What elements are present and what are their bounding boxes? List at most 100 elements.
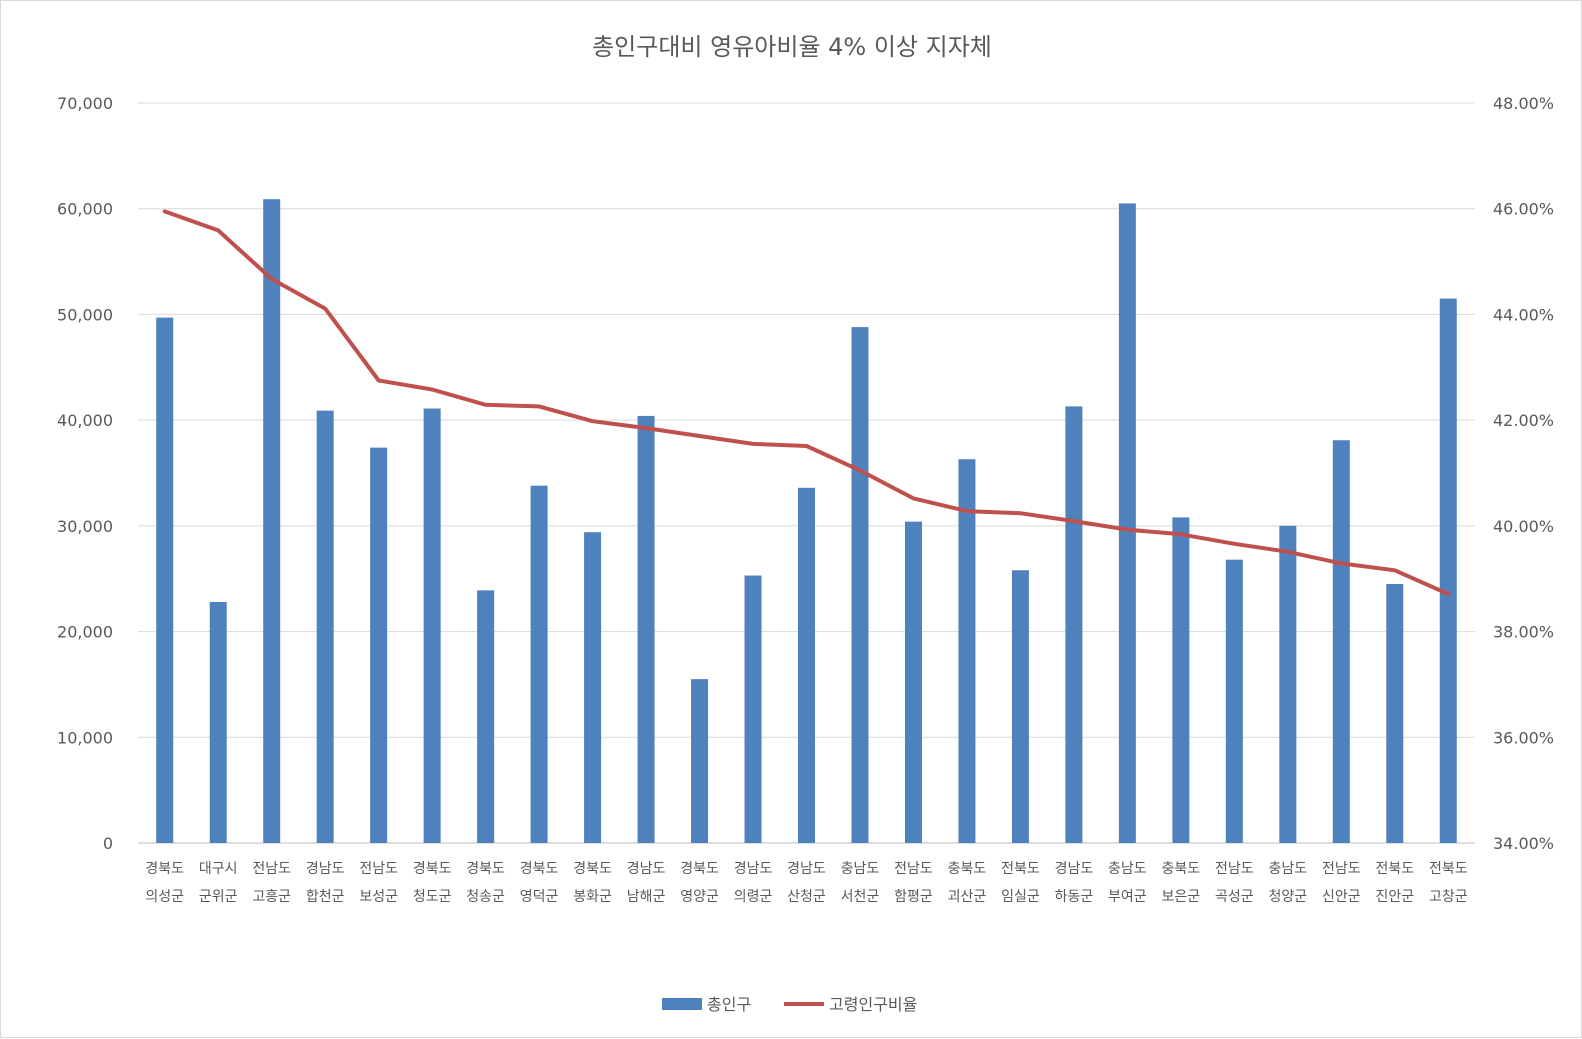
bar xyxy=(691,679,709,843)
category-label-line1: 충남도 xyxy=(1108,861,1147,877)
right-tick-label: 46.00% xyxy=(1493,200,1554,219)
bar xyxy=(156,317,174,844)
bar xyxy=(263,199,281,843)
bar xyxy=(744,575,762,843)
legend-label-bar: 총인구 xyxy=(707,995,751,1014)
left-tick-label: 40,000 xyxy=(57,411,113,430)
right-tick-label: 44.00% xyxy=(1493,305,1554,324)
category-label-line1: 경남도 xyxy=(734,861,773,877)
category-label-line2: 의성군 xyxy=(145,889,184,905)
left-tick-label: 0 xyxy=(103,834,113,853)
right-tick-label: 34.00% xyxy=(1493,834,1554,853)
bar xyxy=(1065,406,1083,843)
category-label-line1: 전북도 xyxy=(1001,861,1040,877)
bar xyxy=(958,459,976,843)
bar xyxy=(477,590,495,843)
bar xyxy=(1332,440,1350,843)
category-label-line1: 경남도 xyxy=(787,861,826,877)
bar xyxy=(209,601,227,843)
category-label-line1: 대구시 xyxy=(199,861,238,877)
bar xyxy=(637,415,655,843)
bar xyxy=(584,532,602,843)
category-label-line2: 청송군 xyxy=(466,889,505,905)
category-label-line2: 진안군 xyxy=(1375,889,1414,905)
chart-title: 총인구대비 영유아비율 4% 이상 지자체 xyxy=(592,33,992,61)
category-label-line2: 서천군 xyxy=(841,889,880,905)
category-label-line2: 영양군 xyxy=(680,889,719,905)
category-label-line1: 경남도 xyxy=(627,861,666,877)
category-label-line1: 전남도 xyxy=(894,861,933,877)
bar xyxy=(1439,298,1457,844)
category-label-line1: 충남도 xyxy=(1268,861,1307,877)
category-label-line1: 전남도 xyxy=(1322,861,1361,877)
left-tick-label: 10,000 xyxy=(57,728,113,747)
category-label-line2: 산청군 xyxy=(787,889,826,905)
category-label-line2: 합천군 xyxy=(306,889,345,905)
category-label-line1: 경북도 xyxy=(413,861,452,877)
category-label-line2: 의령군 xyxy=(734,889,773,905)
bar xyxy=(1225,559,1243,843)
bar xyxy=(1172,517,1190,843)
category-label-line1: 경북도 xyxy=(573,861,612,877)
category-label-line1: 경북도 xyxy=(466,861,505,877)
category-label-line1: 전북도 xyxy=(1375,861,1414,877)
category-label-line2: 청도군 xyxy=(413,889,452,905)
category-label-line2: 임실군 xyxy=(1001,889,1040,905)
right-tick-label: 38.00% xyxy=(1493,623,1554,642)
left-tick-label: 50,000 xyxy=(57,305,113,324)
bar xyxy=(904,521,922,843)
category-label-line2: 함평군 xyxy=(894,889,933,905)
category-label-line1: 경북도 xyxy=(520,861,559,877)
category-label-line2: 괴산군 xyxy=(948,889,987,905)
category-label-line1: 충북도 xyxy=(948,861,987,877)
category-label-line2: 청양군 xyxy=(1268,889,1307,905)
category-label-line2: 봉화군 xyxy=(573,889,612,905)
right-y-axis: 34.00% 36.00% 38.00% 40.00% 42.00% 44.00% 46.0… xyxy=(1493,94,1554,853)
category-label-line1: 경북도 xyxy=(680,861,719,877)
legend-label-line: 고령인구비율 xyxy=(829,995,917,1014)
category-label-line2: 군위군 xyxy=(199,889,238,905)
bar xyxy=(1118,203,1136,843)
right-tick-label: 40.00% xyxy=(1493,517,1554,536)
line-series xyxy=(162,209,1451,596)
left-tick-label: 60,000 xyxy=(57,200,113,219)
right-tick-label: 42.00% xyxy=(1493,411,1554,430)
bar-series xyxy=(156,199,1457,844)
category-label-line2: 고흥군 xyxy=(252,889,291,905)
left-tick-label: 70,000 xyxy=(57,94,113,113)
bar xyxy=(851,327,869,844)
series-line xyxy=(162,209,1451,596)
category-label-line2: 영덕군 xyxy=(520,889,559,905)
left-y-axis: 0 10,000 20,000 30,000 40,000 50,000 60,000 70,… xyxy=(57,94,113,853)
category-label-line2: 하동군 xyxy=(1055,889,1094,905)
bar xyxy=(316,410,334,843)
category-label-line2: 남해군 xyxy=(627,889,666,905)
bar xyxy=(1386,584,1404,843)
category-label-line1: 전남도 xyxy=(1215,861,1254,877)
category-label-line1: 전남도 xyxy=(252,861,291,877)
category-label-line1: 경북도 xyxy=(145,861,184,877)
bar xyxy=(530,485,548,843)
category-label-line1: 전남도 xyxy=(359,861,398,877)
bar xyxy=(1279,525,1297,843)
bar xyxy=(1011,570,1029,843)
right-tick-label: 36.00% xyxy=(1493,728,1554,747)
category-label-line2: 부여군 xyxy=(1108,889,1147,905)
category-label-line2: 고창군 xyxy=(1429,889,1468,905)
right-tick-label: 48.00% xyxy=(1493,94,1554,113)
left-tick-label: 20,000 xyxy=(57,623,113,642)
bar xyxy=(423,408,441,843)
category-label-line1: 전북도 xyxy=(1429,861,1468,877)
category-label-line1: 경남도 xyxy=(306,861,345,877)
left-tick-label: 30,000 xyxy=(57,517,113,536)
bar xyxy=(370,447,388,843)
category-label-line1: 경남도 xyxy=(1055,861,1094,877)
category-label-line1: 충남도 xyxy=(841,861,880,877)
bar xyxy=(798,487,815,843)
category-label-line2: 보성군 xyxy=(359,889,398,905)
category-label-line2: 신안군 xyxy=(1322,889,1361,905)
category-label-line2: 보은군 xyxy=(1162,889,1201,905)
